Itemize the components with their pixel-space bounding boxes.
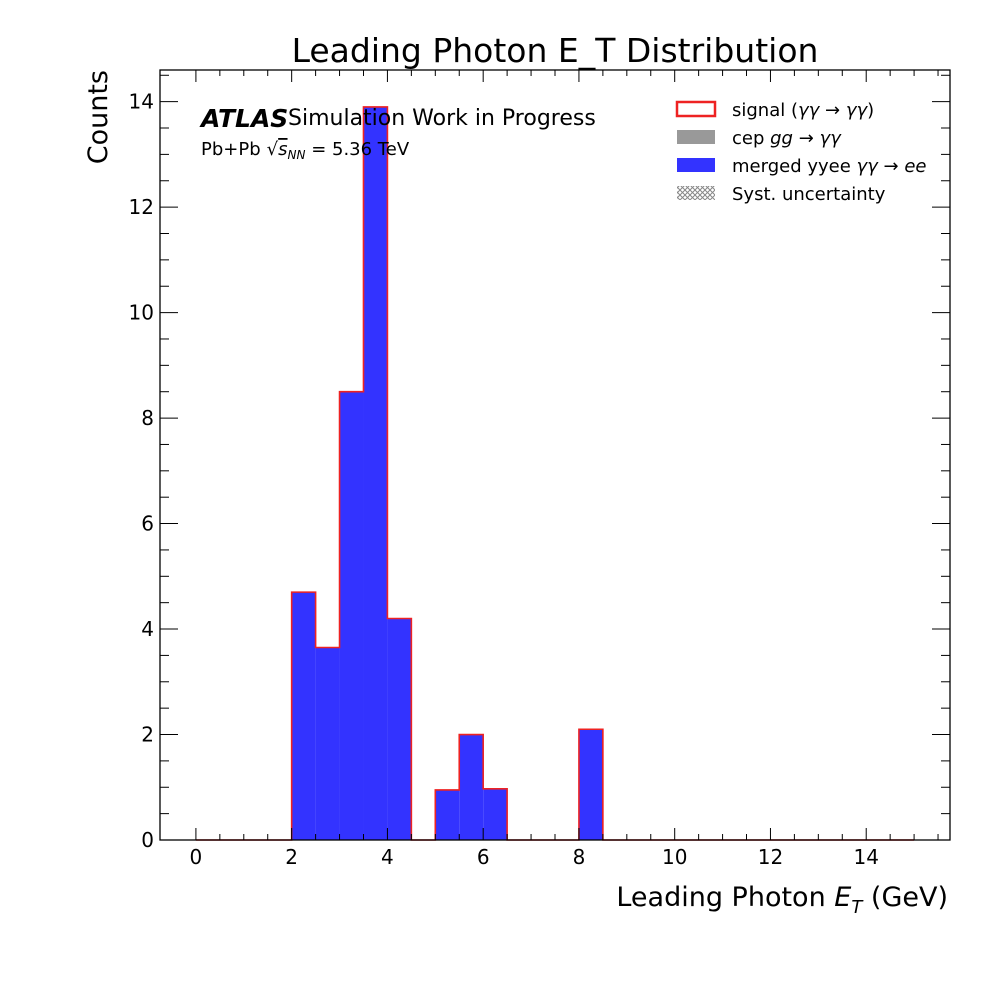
legend-entry: cep gg → γγ — [677, 128, 842, 149]
y-tick-label: 8 — [141, 406, 154, 430]
bar-merged — [363, 106, 388, 841]
collision-energy: Pb+Pb √sNN = 5.36 TeV — [201, 139, 410, 162]
axis-ticks: 0 2 4 6 8 10 12 14 0 2 4 6 8 10 12 14 — [129, 70, 950, 869]
legend-label: Syst. uncertainty — [732, 184, 886, 205]
bar-merged — [578, 729, 603, 840]
bar-merged — [339, 391, 364, 840]
atlas-brand: ATLAS — [199, 104, 288, 133]
x-tick-label: 8 — [573, 845, 586, 869]
legend-swatch — [675, 100, 717, 118]
legend-label: signal (γγ → γγ) — [732, 100, 874, 121]
legend-label: merged yyee γγ → ee — [732, 156, 927, 177]
bar-merged — [459, 734, 484, 840]
legend-entry: signal (γγ → γγ) — [675, 100, 874, 121]
y-tick-label: 12 — [129, 195, 154, 219]
y-tick-label: 4 — [141, 617, 154, 641]
y-tick-label: 14 — [129, 90, 154, 114]
bar-merged — [387, 618, 412, 840]
legend-swatch — [677, 158, 715, 172]
x-tick-label: 10 — [662, 845, 687, 869]
legend-entry: merged yyee γγ → ee — [677, 156, 927, 177]
legend: signal (γγ → γγ) cep gg → γγ merged yyee γ… — [675, 100, 927, 205]
x-tick-label: 14 — [853, 845, 878, 869]
bar-merged — [483, 788, 508, 840]
plot-frame — [159, 69, 951, 841]
x-tick-label: 12 — [758, 845, 783, 869]
x-tick-label: 4 — [381, 845, 394, 869]
x-tick-label: 2 — [285, 845, 298, 869]
x-tick-label: 0 — [190, 845, 203, 869]
bar-merged — [435, 789, 460, 840]
x-tick-label: 6 — [477, 845, 490, 869]
y-tick-label: 2 — [141, 723, 154, 747]
atlas-status: Simulation Work in Progress — [288, 106, 596, 131]
y-tick-label: 6 — [141, 512, 154, 536]
series-merged-yyee — [291, 106, 603, 841]
y-tick-label: 10 — [129, 301, 154, 325]
bar-merged — [291, 592, 316, 840]
x-axis-label: Leading Photon ET (GeV) — [616, 882, 948, 918]
legend-entry: Syst. uncertainty — [677, 184, 886, 205]
legend-label: cep gg → γγ — [732, 128, 842, 149]
atlas-label: ATLAS Simulation Work in Progress Pb+Pb √… — [199, 104, 596, 162]
y-tick-label: 0 — [141, 828, 154, 852]
legend-swatch — [677, 130, 715, 144]
chart-title: Leading Photon E_T Distribution — [292, 31, 819, 70]
y-axis-label: Counts — [83, 70, 114, 164]
bar-merged — [315, 647, 340, 840]
legend-swatch — [677, 186, 715, 200]
